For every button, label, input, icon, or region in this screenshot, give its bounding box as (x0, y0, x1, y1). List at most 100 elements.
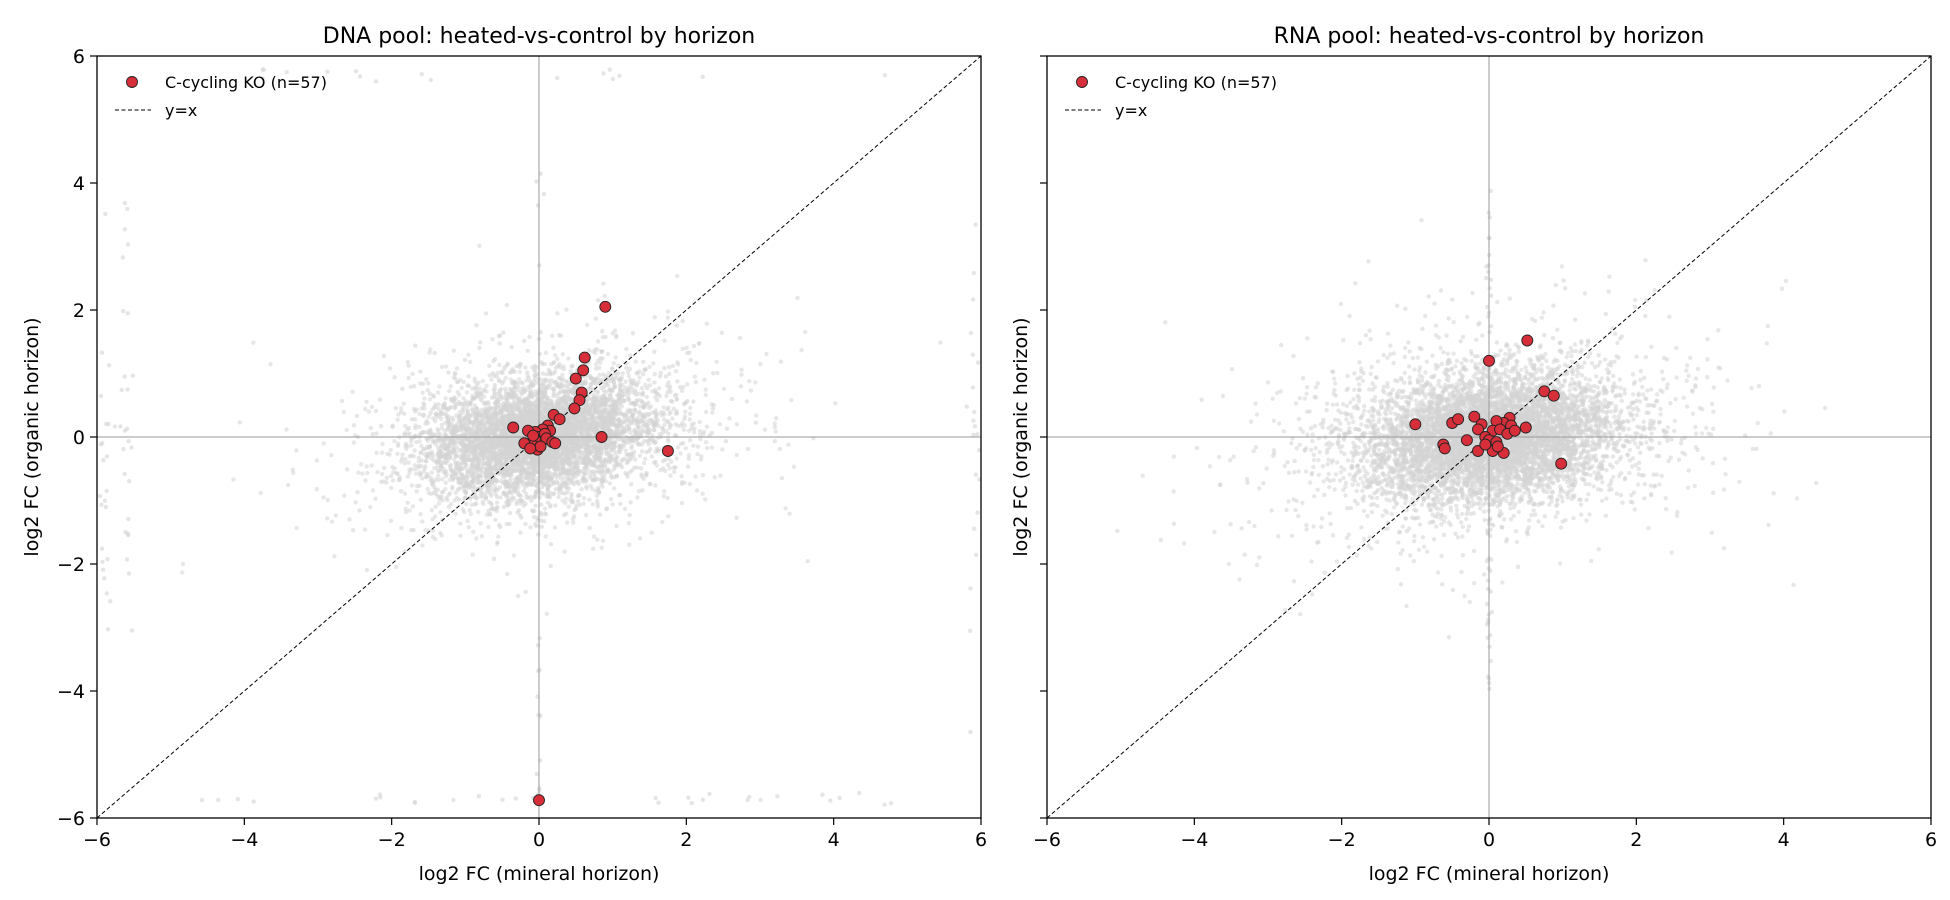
background-point (772, 421, 777, 426)
background-point (633, 359, 638, 364)
background-point (446, 370, 451, 375)
background-point (528, 525, 533, 530)
background-point (652, 380, 657, 385)
background-point (688, 357, 693, 363)
background-point (657, 374, 663, 379)
background-point (778, 359, 784, 364)
background-point (637, 488, 642, 494)
background-point (598, 360, 603, 365)
background-point (563, 500, 568, 506)
background-point (647, 482, 653, 487)
background-point (384, 475, 389, 480)
background-point (789, 398, 794, 403)
background-point (456, 401, 461, 407)
background-point (649, 530, 654, 535)
background-point (803, 329, 808, 335)
background-point (443, 396, 448, 401)
background-point (403, 506, 408, 511)
background-point (420, 430, 425, 435)
background-point (610, 407, 615, 413)
background-point (353, 500, 358, 505)
background-point (720, 447, 725, 452)
background-point (520, 381, 525, 386)
background-point (501, 504, 507, 510)
background-point (593, 347, 598, 352)
background-point (791, 464, 797, 469)
background-point (518, 513, 523, 518)
background-point (673, 411, 679, 416)
background-point (425, 388, 430, 393)
background-point (704, 445, 710, 451)
background-point (522, 338, 527, 344)
background-point (640, 423, 645, 429)
background-point (458, 521, 463, 526)
background-point (486, 400, 491, 405)
background-point (468, 511, 474, 517)
background-point (662, 417, 667, 422)
background-point (341, 409, 347, 415)
background-point (373, 408, 379, 414)
background-point (723, 439, 729, 444)
background-point (398, 489, 404, 494)
background-point (471, 396, 477, 401)
background-point (469, 420, 474, 425)
background-point (680, 346, 685, 351)
background-point (561, 475, 567, 480)
background-point (370, 488, 376, 493)
background-point (773, 416, 779, 421)
background-point (517, 369, 522, 374)
background-point (553, 353, 558, 358)
background-point (667, 425, 672, 431)
background-point (495, 494, 500, 500)
background-point (543, 512, 549, 517)
background-point (452, 371, 458, 376)
background-point (443, 420, 448, 425)
background-point (437, 468, 442, 473)
background-point (488, 405, 494, 411)
background-point (514, 501, 519, 507)
background-point (423, 527, 428, 533)
background-point (647, 383, 653, 388)
background-point (405, 474, 410, 479)
background-point (484, 383, 489, 388)
background-point (523, 365, 528, 370)
background-point (640, 488, 645, 493)
background-point (630, 331, 635, 336)
background-point (703, 440, 709, 445)
background-point (572, 427, 578, 433)
background-point (428, 347, 433, 352)
background-point (601, 281, 606, 286)
background-point (604, 460, 609, 465)
background-point (417, 424, 422, 430)
background-point (430, 407, 435, 412)
background-point (332, 554, 337, 559)
background-point (420, 476, 425, 481)
background-point (544, 372, 549, 377)
background-point (665, 437, 671, 442)
background-point (587, 525, 592, 531)
background-point (777, 446, 782, 452)
background-point (417, 432, 422, 438)
background-point (422, 447, 427, 452)
background-point (466, 453, 471, 459)
background-point (409, 483, 414, 488)
background-point (521, 468, 526, 473)
background-point (393, 564, 399, 570)
background-point (634, 417, 640, 423)
background-point (596, 464, 602, 469)
background-point (687, 481, 693, 487)
background-point (251, 340, 256, 345)
background-point (508, 476, 513, 481)
background-point (938, 340, 943, 345)
background-point (522, 485, 528, 490)
background-point (530, 509, 536, 514)
background-point (639, 386, 645, 391)
background-point (688, 411, 693, 416)
background-point (666, 405, 671, 410)
background-point (661, 405, 666, 410)
background-point (541, 466, 546, 471)
background-point (412, 448, 417, 453)
background-point (294, 525, 299, 531)
background-point (406, 375, 411, 381)
background-point (641, 359, 646, 364)
